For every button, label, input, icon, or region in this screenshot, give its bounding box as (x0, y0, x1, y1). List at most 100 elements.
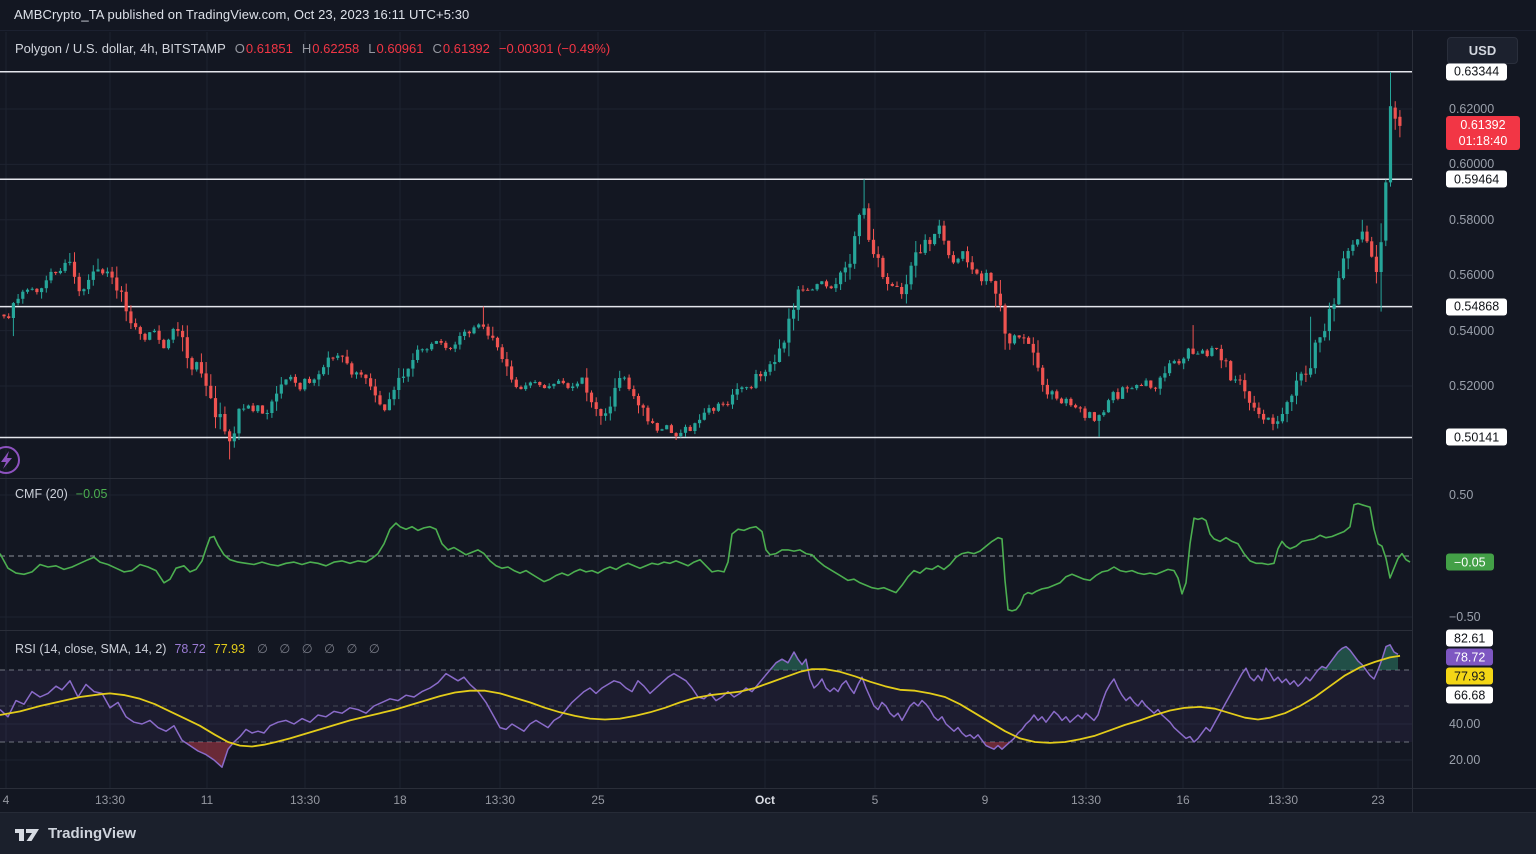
candle (1393, 107, 1397, 119)
candle (1266, 417, 1270, 420)
candle (228, 431, 232, 442)
candle (834, 284, 838, 289)
candle (157, 330, 161, 340)
candle (350, 363, 354, 375)
candle (378, 395, 382, 405)
candle (1130, 388, 1134, 390)
candle (458, 336, 462, 345)
time-axis-label: Oct (754, 793, 776, 807)
candle (265, 413, 269, 414)
candle (115, 277, 119, 291)
candle (49, 271, 53, 281)
candle (792, 309, 796, 319)
candle (1309, 368, 1313, 375)
candle (1299, 373, 1303, 381)
candle (641, 405, 645, 408)
candle (101, 269, 105, 274)
candle (1088, 412, 1092, 418)
candle (1356, 239, 1360, 245)
open-value: 0.61851 (245, 41, 293, 56)
candle (1059, 398, 1064, 404)
candle (2, 314, 6, 317)
candle (589, 392, 594, 403)
currency-toggle-button[interactable]: USD (1447, 37, 1518, 64)
candle (1012, 335, 1017, 344)
candle (326, 357, 330, 368)
candle (542, 385, 547, 389)
candle (749, 387, 753, 389)
candle (242, 408, 246, 410)
cmf-value-badge: −0.05 (1446, 553, 1494, 571)
candle (693, 423, 697, 431)
rsi-sma-current-value: 77.93 (213, 641, 246, 656)
candle (538, 382, 542, 386)
candle (754, 374, 758, 388)
candle (1102, 412, 1106, 416)
candle (387, 399, 391, 411)
candle (1139, 385, 1143, 386)
candle (1252, 402, 1256, 408)
candle (665, 425, 669, 430)
candle (21, 291, 25, 299)
candle (279, 384, 283, 394)
candle (1027, 337, 1031, 344)
tradingview-brand[interactable]: TradingView (48, 825, 137, 842)
candle (980, 273, 984, 282)
rsi-indicator-title[interactable]: RSI (14, close, SMA, 14, 2) (15, 641, 167, 656)
candle (373, 386, 377, 396)
candle (970, 262, 974, 270)
horizontal-level-lines[interactable] (0, 71, 1412, 439)
candle (1106, 400, 1111, 413)
candle (745, 387, 749, 389)
candle (251, 405, 255, 412)
time-axis-label: 16 (1176, 793, 1190, 807)
price-tick-label: 0.58000 (1449, 212, 1495, 227)
cmf-current-value: −0.05 (75, 487, 108, 501)
price-tick-label: 0.52000 (1449, 379, 1495, 393)
candle (195, 362, 199, 370)
candle (698, 419, 702, 424)
rsi-tick-label: 40.00 (1449, 717, 1481, 731)
candle (171, 329, 175, 340)
candle (383, 404, 387, 411)
candle (152, 330, 156, 333)
candle (416, 349, 420, 360)
candle (463, 331, 467, 336)
candle (1285, 402, 1289, 414)
candle (444, 342, 448, 348)
candle (1388, 106, 1393, 183)
candle (1318, 337, 1322, 343)
candle (1276, 421, 1280, 424)
candle (481, 324, 485, 327)
cmf-indicator-title[interactable]: CMF (20) (15, 487, 68, 501)
symbol-title[interactable]: Polygon / U.S. dollar, 4h, BITSTAMP (15, 41, 226, 56)
candle (166, 339, 171, 349)
candle (1083, 408, 1087, 418)
candle (246, 405, 250, 409)
candle (768, 364, 772, 372)
candle (984, 272, 988, 282)
candle (331, 357, 335, 359)
candle (867, 208, 871, 240)
candle (448, 347, 453, 349)
tradingview-logo-icon[interactable] (14, 825, 40, 843)
candle (134, 323, 138, 328)
candle (87, 279, 91, 290)
candle (58, 270, 62, 274)
rsi-value-badge: 78.72 (1446, 648, 1494, 666)
candle (439, 341, 443, 343)
candle (721, 403, 725, 405)
candle (773, 362, 777, 365)
candle (1219, 348, 1223, 361)
candle (557, 380, 561, 384)
candle (199, 362, 203, 374)
price-level-badge: 0.59464 (1446, 170, 1508, 188)
candle (434, 341, 438, 344)
candle (636, 396, 641, 406)
candle (1323, 331, 1327, 338)
candle (312, 379, 316, 383)
candle (1200, 350, 1205, 354)
candle (646, 407, 650, 422)
